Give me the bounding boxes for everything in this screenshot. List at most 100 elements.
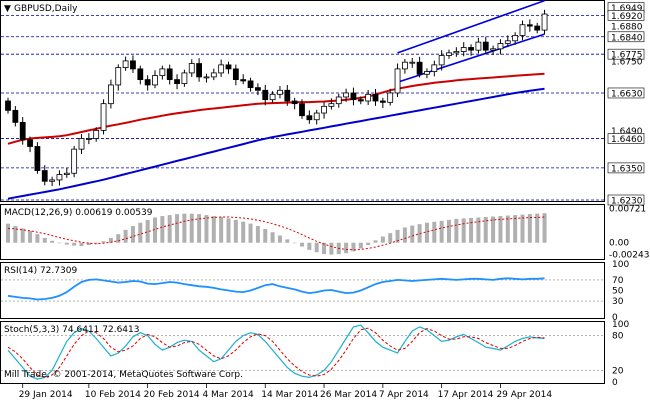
stoch-axis-label-2: 20 [612, 366, 624, 376]
x-tick-label-1: 10 Feb 2014 [85, 390, 141, 400]
candle-body-56 [416, 61, 423, 75]
macd-bar-20 [153, 217, 157, 243]
macd-bar-43 [322, 242, 327, 255]
candle-body-23 [174, 79, 180, 85]
macd-bar-25 [189, 213, 194, 243]
macd-bar-2 [20, 228, 25, 243]
candle-body-72 [534, 25, 541, 31]
candle-body-20 [152, 75, 158, 86]
x-tick-label-4: 14 Mar 2014 [261, 390, 318, 400]
macd-bar-64 [476, 217, 481, 243]
candle-body-14 [108, 84, 114, 105]
price-tag-9 [607, 162, 645, 174]
chart-dropdown-icon[interactable]: ▼ [4, 4, 11, 14]
candle-body-35 [262, 89, 269, 101]
macd-bar-48 [358, 242, 363, 249]
macd-bar-66 [491, 216, 496, 243]
macd-bar-6 [50, 240, 55, 243]
macd-axis-label-0: 0.00721 [609, 204, 646, 214]
candle-body-10 [78, 138, 85, 150]
candle-body-73 [541, 13, 548, 31]
candle-body-17 [130, 60, 136, 70]
candle-body-0 [5, 100, 11, 111]
macd-bar-4 [35, 234, 40, 243]
candle-body-50 [372, 93, 379, 102]
candle-body-62 [460, 47, 467, 52]
x-tick-label-0: 29 Jan 2014 [19, 390, 73, 400]
candle-body-33 [247, 80, 254, 89]
macd-bar-35 [263, 228, 268, 243]
candle-body-55 [409, 61, 416, 64]
rsi-panel-frame [0, 262, 605, 319]
macd-bar-10 [79, 242, 84, 247]
macd-bar-47 [351, 242, 356, 252]
candle-body-18 [137, 68, 144, 80]
rsi-axis-label-0: 100 [612, 260, 629, 270]
candle-body-24 [181, 72, 188, 85]
macd-bar-61 [454, 218, 459, 243]
stoch-series: 100 80 20 0 [1, 320, 629, 388]
macd-bar-1 [13, 226, 18, 243]
macd-bar-29 [219, 217, 224, 243]
macd-bar-22 [167, 215, 172, 243]
candle-body-38 [284, 89, 291, 102]
candle-body-25 [188, 63, 195, 74]
macd-bar-39 [292, 242, 297, 244]
macd-bar-63 [469, 217, 474, 243]
price-axis-label-8: 1.6460 [611, 135, 643, 145]
macd-bar-46 [344, 242, 349, 254]
candle-body-59 [438, 55, 445, 66]
candle-body-60 [446, 52, 452, 56]
candle-body-43 [321, 105, 327, 114]
macd-bar-7 [57, 242, 62, 244]
macd-bar-51 [380, 236, 385, 243]
candle-body-6 [49, 179, 55, 182]
candle-body-44 [328, 103, 335, 107]
candle-body-66 [490, 48, 497, 51]
macd-bar-60 [447, 219, 451, 243]
macd-panel-frame [0, 204, 605, 260]
candle-body-22 [166, 68, 173, 80]
ma-blue-line [7, 87, 545, 200]
macd-signal-line [7, 216, 545, 251]
macd-bar-56 [417, 224, 422, 243]
price-axis-label-7: 1.6490 [611, 127, 643, 137]
x-tick-label-2: 20 Feb 2014 [144, 390, 200, 400]
price-axis-label-9: 1.6350 [611, 164, 643, 174]
price-tag-8 [607, 133, 645, 144]
stoch-panel-frame [0, 321, 605, 384]
macd-panel-title: MACD(12,26,9) 0.00619 0.00539 [4, 208, 153, 218]
candle-body-32 [240, 79, 247, 82]
macd-bar-37 [277, 235, 282, 243]
macd-bar-62 [461, 218, 466, 243]
macd-bar-30 [226, 218, 231, 243]
macd-bar-34 [255, 226, 260, 243]
candle-body-26 [196, 63, 203, 78]
macd-bar-71 [527, 214, 532, 243]
macd-series: 0.00721 0.00-0.00243 [6, 204, 649, 260]
macd-bar-53 [395, 229, 400, 243]
macd-bar-16 [123, 229, 128, 243]
candle-body-54 [401, 61, 408, 70]
candle-body-61 [453, 51, 460, 54]
candle-body-52 [387, 92, 394, 103]
macd-bar-41 [307, 242, 312, 250]
macd-bar-57 [424, 222, 429, 243]
candle-body-42 [313, 112, 320, 121]
macd-bar-38 [285, 239, 290, 243]
macd-bar-69 [513, 215, 518, 243]
macd-bar-9 [72, 242, 77, 246]
candle-body-57 [424, 71, 430, 75]
macd-bar-8 [64, 242, 69, 245]
candle-body-34 [254, 87, 261, 91]
candle-body-21 [159, 68, 166, 76]
candle-body-15 [115, 67, 122, 86]
candle-body-30 [225, 64, 232, 70]
ma-red-line [7, 72, 545, 145]
candle-body-69 [512, 35, 519, 42]
macd-bar-24 [182, 213, 187, 243]
price-tag-1 [607, 10, 645, 21]
macd-bar-70 [520, 214, 525, 243]
candle-body-51 [379, 100, 386, 103]
